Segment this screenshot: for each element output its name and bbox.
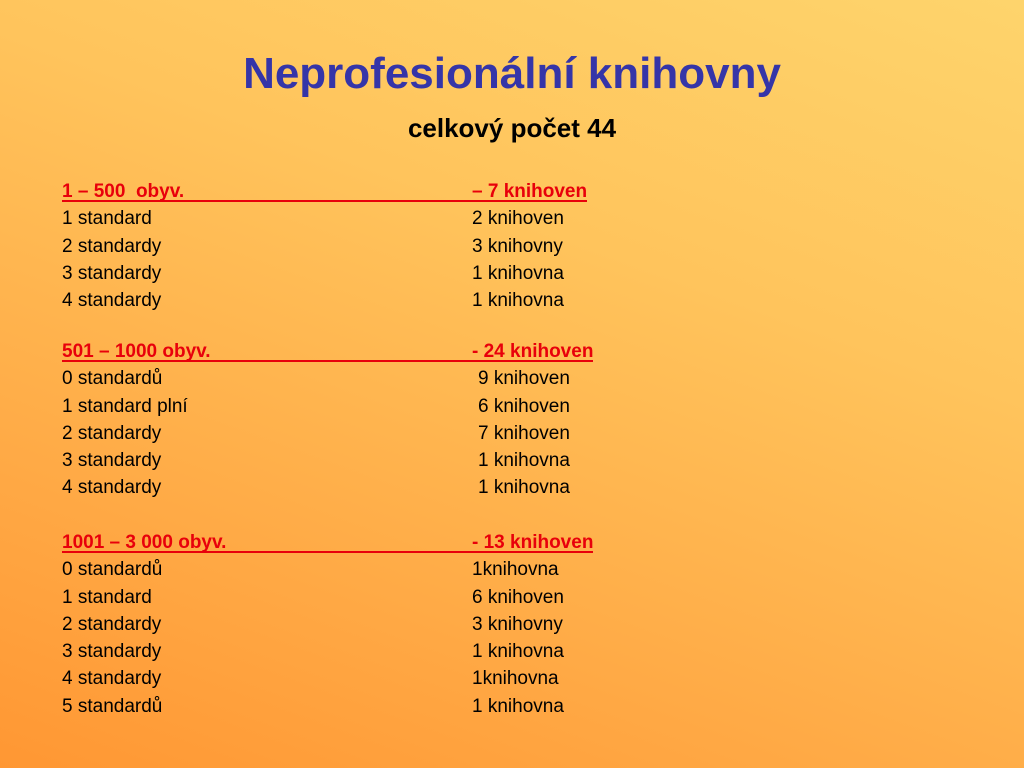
section-header: 1001 – 3 000 obyv. - 13 knihoven: [62, 529, 622, 556]
row: 3 standardy 1 knihovna: [62, 638, 622, 665]
row-label: 4 standardy: [62, 290, 162, 312]
row-value: 9 knihoven: [478, 368, 570, 390]
row-value: 1 knihovna: [478, 450, 570, 472]
row-label: 3 standardy: [62, 641, 162, 663]
row-label: 0 standardů: [62, 559, 163, 581]
row: 4 standardy 1 knihovna: [62, 287, 622, 314]
row-value: 1 knihovna: [478, 477, 570, 499]
section: 1001 – 3 000 obyv. - 13 knihoven 0 standar…: [62, 529, 622, 720]
row-value: 1knihovna: [472, 668, 559, 690]
row: 0 standardů 1knihovna: [62, 556, 622, 583]
row-label: 0 standardů: [62, 368, 163, 390]
section-header: 1 – 500 obyv. – 7 knihoven: [62, 178, 622, 205]
row-value: 6 knihoven: [478, 395, 570, 417]
row: 1 standard 2 knihoven: [62, 205, 622, 232]
section-count: – 7 knihoven: [472, 181, 588, 202]
row-value: 1 knihovna: [472, 641, 564, 663]
section-count: - 13 knihoven: [472, 532, 594, 553]
row: 2 standardy 7 knihoven: [62, 420, 622, 447]
row-label: 4 standardy: [62, 668, 162, 690]
row: 5 standardů 1 knihovna: [62, 693, 622, 720]
row-label: 5 standardů: [62, 695, 163, 717]
row: 2 standardy 3 knihovny: [62, 611, 622, 638]
row-label: 3 standardy: [62, 450, 162, 472]
section-label: 501 – 1000 obyv.: [62, 341, 211, 362]
row-label: 3 standardy: [62, 262, 162, 284]
row: 1 standard plní 6 knihoven: [62, 393, 622, 420]
underline: [62, 360, 593, 362]
section-label: 1001 – 3 000 obyv.: [62, 532, 227, 553]
underline: [62, 551, 593, 553]
row-label: 1 standard: [62, 586, 152, 608]
row: 4 standardy 1knihovna: [62, 665, 622, 692]
row: 4 standardy 1 knihovna: [62, 474, 622, 501]
row-label: 2 standardy: [62, 422, 162, 444]
section-count: - 24 knihoven: [472, 341, 594, 362]
row: 3 standardy 1 knihovna: [62, 447, 622, 474]
section: 1 – 500 obyv. – 7 knihoven 1 standard 2 kni…: [62, 178, 622, 314]
row: 1 standard 6 knihoven: [62, 584, 622, 611]
row-value: 7 knihoven: [478, 422, 570, 444]
row-value: 1 knihovna: [472, 695, 564, 717]
row-label: 4 standardy: [62, 477, 162, 499]
row-value: 3 knihovny: [472, 235, 563, 257]
row-label: 1 standard: [62, 208, 152, 230]
row-value: 6 knihoven: [472, 586, 564, 608]
row-value: 1 knihovna: [472, 262, 564, 284]
row: 3 standardy 1 knihovna: [62, 260, 622, 287]
row-label: 1 standard plní: [62, 395, 188, 417]
row-value: 1knihovna: [472, 559, 559, 581]
row-label: 2 standardy: [62, 613, 162, 635]
row: 2 standardy 3 knihovny: [62, 233, 622, 260]
section-label: 1 – 500 obyv.: [62, 181, 185, 202]
row-value: 2 knihoven: [472, 208, 564, 230]
subtitle: celkový počet 44: [407, 113, 617, 143]
row-value: 3 knihovny: [472, 613, 563, 635]
underline: [62, 200, 587, 202]
row: 0 standardů 9 knihoven: [62, 365, 622, 392]
section-header: 501 – 1000 obyv. - 24 knihoven: [62, 338, 622, 365]
row-label: 2 standardy: [62, 235, 162, 257]
title: Neprofesionální knihovny: [243, 49, 781, 98]
section: 501 – 1000 obyv. - 24 knihoven 0 standardů…: [62, 338, 622, 502]
row-value: 1 knihovna: [472, 290, 564, 312]
